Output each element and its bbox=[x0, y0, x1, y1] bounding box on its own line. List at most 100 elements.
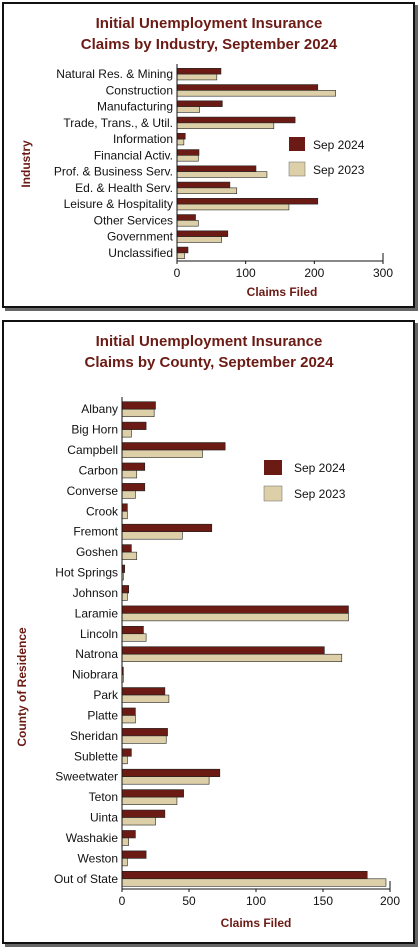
bar-sep-2024-johnson bbox=[121, 585, 129, 594]
bar-sep-2023-prof-business-serv bbox=[176, 171, 268, 178]
bar-sep-2023-carbon bbox=[121, 470, 138, 479]
category-label-johnson: Johnson bbox=[73, 586, 118, 600]
category-label-lincoln: Lincoln bbox=[80, 627, 118, 641]
county-legend: Sep 2024 Sep 2023 bbox=[263, 460, 346, 502]
bar-sep-2024-unclassified bbox=[176, 246, 189, 254]
bar-sep-2024-financial-activ bbox=[176, 149, 200, 156]
category-label-manufacturing: Manufacturing bbox=[97, 100, 173, 114]
bar-sep-2024-big-horn bbox=[121, 421, 147, 430]
bar-sep-2024-government bbox=[176, 230, 229, 237]
category-label-construction: Construction bbox=[106, 83, 173, 97]
legend-label-sep-2024: Sep 2024 bbox=[294, 461, 346, 475]
x-tick-label-100: 100 bbox=[236, 266, 256, 280]
category-label-hot-springs: Hot Springs bbox=[55, 566, 118, 580]
legend-label-sep-2023: Sep 2023 bbox=[313, 163, 365, 177]
county-chart-title-line2: Claims by County, September 2024 bbox=[85, 354, 335, 371]
industry-x-axis-label: Claims Filed bbox=[247, 285, 318, 299]
category-label-carbon: Carbon bbox=[79, 463, 118, 477]
bar-sep-2024-park bbox=[121, 687, 166, 696]
bar-sep-2023-sublette bbox=[121, 755, 128, 765]
bar-sep-2024-platte bbox=[121, 707, 136, 716]
legend-swatch-sep-2023 bbox=[288, 161, 306, 177]
bar-sep-2024-prof-business-serv bbox=[176, 165, 257, 172]
bar-sep-2023-albany bbox=[121, 408, 155, 418]
bar-sep-2023-government bbox=[176, 236, 222, 243]
bar-sep-2023-other-services bbox=[176, 220, 199, 227]
category-label-leisure-hospitality: Leisure & Hospitality bbox=[64, 197, 173, 211]
bar-sep-2023-crook bbox=[121, 510, 128, 520]
county-x-axis-label: Claims Filed bbox=[221, 916, 292, 930]
category-label-sheridan: Sheridan bbox=[70, 729, 118, 743]
x-tick-label-300: 300 bbox=[373, 266, 393, 280]
category-label-teton: Teton bbox=[89, 790, 118, 804]
bar-sep-2023-washakie bbox=[121, 837, 129, 846]
bar-sep-2023-unclassified bbox=[176, 252, 185, 259]
category-label-weston: Weston bbox=[78, 851, 118, 865]
category-label-goshen: Goshen bbox=[76, 545, 118, 559]
x-tick-label-0: 0 bbox=[119, 894, 126, 908]
x-tick-label-150: 150 bbox=[313, 894, 333, 908]
bar-sep-2024-goshen bbox=[121, 544, 132, 553]
bar-sep-2024-sheridan bbox=[121, 728, 168, 737]
bar-sep-2024-information bbox=[176, 133, 186, 140]
category-label-converse: Converse bbox=[67, 484, 119, 498]
legend-swatch-sep-2024 bbox=[289, 137, 305, 151]
county-chart: Initial Unemployment Insurance Claims by… bbox=[15, 333, 400, 930]
category-label-park: Park bbox=[93, 688, 119, 702]
bar-sep-2023-johnson bbox=[121, 592, 128, 601]
bar-sep-2023-park bbox=[121, 694, 170, 703]
category-label-natrona: Natrona bbox=[75, 647, 118, 661]
bar-sep-2024-out-of-state bbox=[121, 870, 368, 880]
bar-sep-2023-information bbox=[176, 138, 185, 146]
category-label-government: Government bbox=[107, 230, 174, 244]
bar-sep-2023-goshen bbox=[121, 551, 138, 560]
bar-sep-2024-trade-trans-util bbox=[176, 116, 296, 124]
industry-legend: Sep 2024 Sep 2023 bbox=[288, 137, 365, 177]
bar-sep-2023-fremont bbox=[121, 531, 183, 540]
bar-sep-2023-laramie bbox=[121, 613, 349, 622]
category-label-uinta: Uinta bbox=[90, 811, 118, 825]
bar-sep-2024-leisure-hospitality bbox=[176, 198, 319, 205]
bar-sep-2024-other-services bbox=[176, 214, 196, 221]
x-tick-label-0: 0 bbox=[174, 266, 181, 280]
category-label-other-services: Other Services bbox=[94, 213, 173, 227]
bar-sep-2023-sheridan bbox=[121, 735, 167, 744]
industry-chart-panel: Initial Unemployment Insurance Claims by… bbox=[2, 2, 415, 308]
bar-sep-2023-weston bbox=[121, 858, 128, 867]
x-tick-label-200: 200 bbox=[380, 894, 400, 908]
bar-sep-2024-crook bbox=[121, 503, 128, 512]
category-label-financial-activ: Financial Activ. bbox=[94, 148, 173, 162]
category-label-washakie: Washakie bbox=[66, 831, 119, 845]
category-label-ed-health-serv: Ed. & Health Serv. bbox=[75, 181, 173, 195]
bar-sep-2024-campbell bbox=[121, 442, 226, 451]
bar-sep-2024-albany bbox=[121, 401, 156, 410]
industry-chart: Initial Unemployment Insurance Claims by… bbox=[19, 15, 393, 299]
county-plot-area: Albany Big Horn Campbell Carbon Converse Croo… bbox=[54, 397, 400, 908]
bar-sep-2023-natrona bbox=[121, 653, 343, 663]
bar-sep-2023-ed-health-serv bbox=[176, 187, 238, 194]
industry-chart-title-line1: Initial Unemployment Insurance bbox=[96, 15, 323, 32]
county-y-axis-label: County of Residence bbox=[15, 627, 29, 747]
category-label-big-horn: Big Horn bbox=[71, 423, 118, 437]
bar-sep-2023-converse bbox=[121, 490, 136, 499]
x-tick-label-100: 100 bbox=[246, 894, 266, 908]
bar-sep-2024-natrona bbox=[121, 646, 325, 655]
category-label-trade-trans-util: Trade, Trans., & Util. bbox=[63, 116, 173, 130]
industry-chart-title-line2: Claims by Industry, September 2024 bbox=[81, 36, 338, 53]
category-label-campbell: Campbell bbox=[67, 443, 118, 457]
legend-label-sep-2023: Sep 2023 bbox=[294, 487, 346, 501]
bar-sep-2024-sweetwater bbox=[121, 768, 221, 778]
bar-sep-2024-carbon bbox=[121, 462, 146, 471]
bar-sep-2024-weston bbox=[121, 850, 147, 859]
category-label-albany: Albany bbox=[81, 402, 118, 416]
bar-sep-2024-manufacturing bbox=[176, 100, 223, 107]
category-label-laramie: Laramie bbox=[75, 606, 119, 620]
bar-sep-2024-uinta bbox=[121, 809, 166, 818]
legend-swatch-sep-2024 bbox=[264, 460, 282, 475]
bar-sep-2024-construction bbox=[176, 84, 319, 91]
category-label-out-of-state: Out of State bbox=[54, 872, 118, 886]
county-chart-panel: Initial Unemployment Insurance Claims by… bbox=[2, 320, 415, 944]
county-chart-title-line1: Initial Unemployment Insurance bbox=[96, 333, 323, 350]
bar-sep-2024-lincoln bbox=[121, 625, 144, 635]
category-label-fremont: Fremont bbox=[73, 525, 118, 539]
